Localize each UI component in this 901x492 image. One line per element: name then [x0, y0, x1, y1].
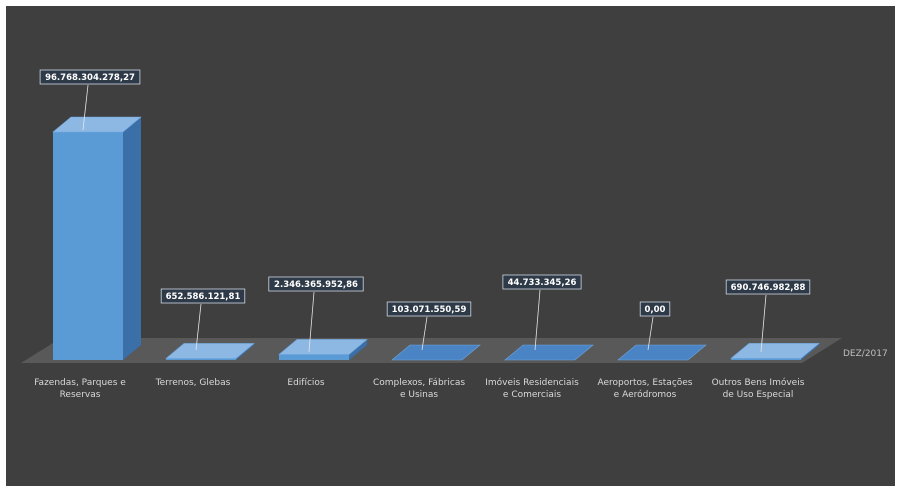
chart-area — [6, 6, 895, 486]
bar-side — [349, 339, 367, 360]
bar-top — [52, 116, 142, 133]
value-label: 690.746.982,88 — [725, 279, 811, 295]
category-label-line: Fazendas, Parques e — [34, 378, 126, 388]
value-label-box — [502, 274, 582, 290]
bar-7 — [730, 343, 820, 360]
bar-front — [166, 358, 236, 360]
category-label-line: Terrenos, Glebas — [155, 378, 231, 388]
bar-5 — [504, 344, 594, 361]
bar-top — [278, 339, 368, 355]
category-label-line: Aeroportos, Estações — [597, 378, 692, 388]
value-label: 652.586.121,81 — [160, 288, 246, 304]
category-label: Fazendas, Parques e Reservas — [34, 378, 126, 400]
category-label-line: de Uso Especial — [723, 390, 794, 400]
value-label-text: 44.733.345,26 — [508, 278, 577, 288]
category-label: Terrenos, Glebas — [155, 378, 231, 388]
value-label: 103.071.550,59 — [386, 301, 472, 317]
bar-6 — [617, 344, 707, 361]
bar-front — [731, 358, 801, 360]
category-label-line: Edifícios — [287, 378, 325, 388]
bar-top — [391, 344, 481, 361]
bar-side — [801, 343, 819, 360]
category-label-line: Outros Bens Imóveis — [712, 377, 805, 388]
bar-front — [279, 354, 349, 360]
bar-3 — [278, 339, 368, 360]
category-label-line: Reservas — [60, 390, 101, 400]
value-label-text: 103.071.550,59 — [392, 305, 467, 315]
bar-top — [504, 344, 594, 361]
value-labels-group: 96.768.304.278,27 652.586.121,81 2.346.365… — [39, 69, 811, 317]
leader-line — [82, 84, 89, 131]
value-label: 96.768.304.278,27 — [39, 69, 141, 85]
leader-line — [308, 291, 315, 353]
category-label-line: e Aeródromos — [614, 389, 677, 400]
bar-2 — [165, 343, 255, 360]
value-label-box — [725, 279, 811, 295]
bar-top — [165, 343, 255, 359]
bar-1 — [52, 116, 142, 360]
bar-top — [730, 343, 820, 359]
category-label: Complexos, Fábricas e Usinas — [373, 378, 465, 400]
value-label-text: 2.346.365.952,86 — [274, 280, 358, 290]
category-label: Imóveis Residenciais e Comerciais — [485, 377, 579, 400]
category-label-line: e Comerciais — [503, 390, 561, 400]
category-labels-group: Fazendas, Parques e Reservas Terrenos, Gle… — [34, 377, 805, 400]
bar-4 — [391, 344, 481, 361]
leader-line — [534, 289, 541, 351]
value-label-text: 652.586.121,81 — [166, 292, 241, 302]
bar-top — [617, 344, 707, 361]
bars-group — [52, 116, 820, 361]
bar-side — [123, 117, 141, 360]
value-label-box — [386, 301, 472, 317]
category-label-line: e Usinas — [400, 390, 438, 400]
value-label-text: 0,00 — [645, 305, 666, 315]
category-label: Outros Bens Imóveis de Uso Especial — [712, 377, 805, 400]
value-label: 0,00 — [639, 301, 671, 317]
value-label-box — [39, 69, 141, 85]
category-label-line: Complexos, Fábricas — [373, 378, 465, 388]
leader-line — [195, 303, 202, 351]
leader-line — [647, 316, 654, 351]
bar-front — [53, 132, 123, 360]
value-label: 44.733.345,26 — [502, 274, 582, 290]
value-label-box — [268, 276, 364, 292]
value-label: 2.346.365.952,86 — [268, 276, 364, 292]
leader-line — [760, 294, 767, 353]
value-label-box — [160, 288, 246, 304]
value-label-text: 690.746.982,88 — [731, 283, 806, 293]
category-label: Edifícios — [287, 378, 325, 388]
category-label-line: Imóveis Residenciais — [485, 377, 579, 388]
series-name-label: DEZ/2017 — [843, 349, 888, 359]
leader-line — [421, 316, 428, 351]
value-label-text: 96.768.304.278,27 — [45, 73, 135, 83]
value-label-box — [639, 301, 671, 317]
leader-lines-group — [82, 84, 767, 353]
